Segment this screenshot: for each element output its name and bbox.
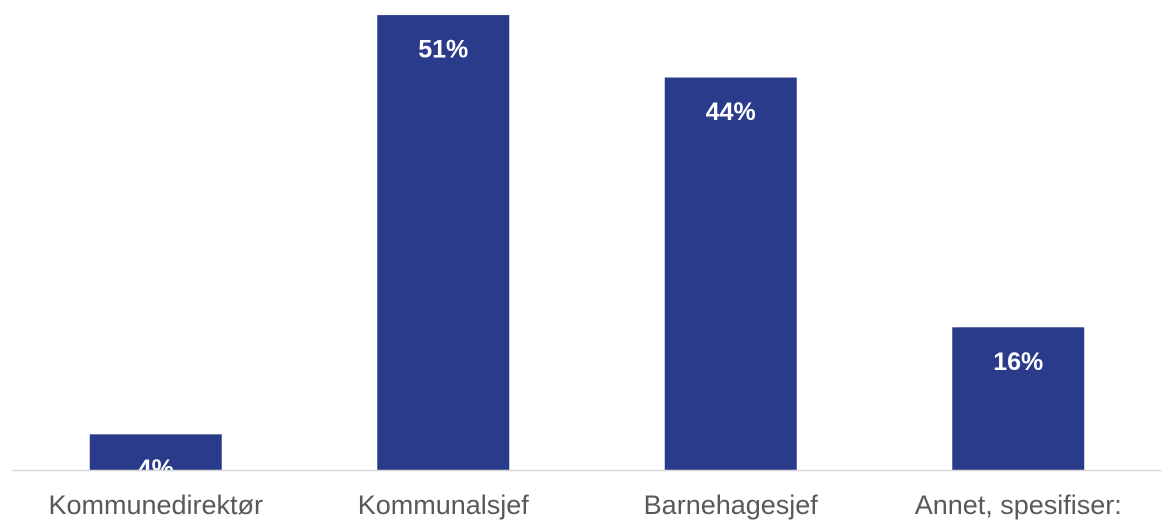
bar xyxy=(89,434,222,470)
value-label: 16% xyxy=(993,348,1043,376)
bar xyxy=(952,327,1085,470)
bar xyxy=(664,77,797,471)
x-tick-label: Kommunedirektør xyxy=(48,490,263,520)
x-tick-label: Kommunalsjef xyxy=(358,490,530,520)
x-tick-label: Barnehagesjef xyxy=(644,490,819,520)
bar xyxy=(377,15,510,471)
x-tick-label: Annet, spesifiser: xyxy=(915,490,1122,520)
value-label: 4% xyxy=(138,455,174,483)
value-label: 51% xyxy=(418,36,468,64)
value-label: 44% xyxy=(706,98,756,126)
